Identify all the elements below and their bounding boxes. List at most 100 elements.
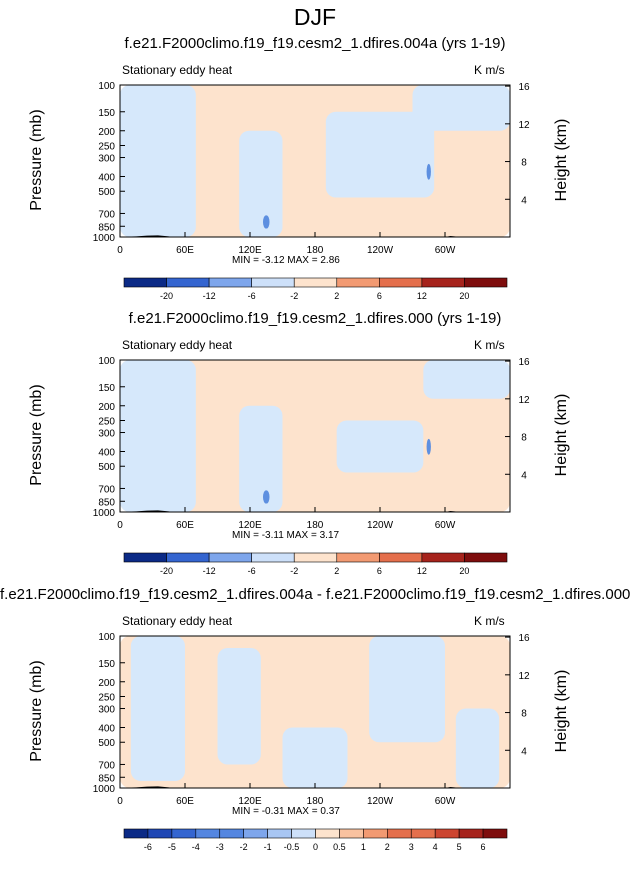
colorbar-box xyxy=(411,829,435,838)
figure-page: DJF f.e21.F2000climo.f19_f19.cesm2_1.dfi… xyxy=(0,0,630,851)
y-tick-label: 700 xyxy=(98,760,115,771)
contour-region-strong_negative xyxy=(263,490,270,503)
colorbar-box xyxy=(124,278,167,287)
y-tick-label: 250 xyxy=(98,416,115,427)
colorbar-label: -12 xyxy=(203,291,216,301)
x-tick-label: 120W xyxy=(367,520,394,531)
x-tick-label: 120W xyxy=(367,796,394,807)
colorbar-label: 20 xyxy=(459,566,469,576)
y2-tick-label: 8 xyxy=(521,709,527,720)
colorbar-box xyxy=(148,829,172,838)
y-tick-label: 400 xyxy=(98,724,115,735)
y2-tick-label: 8 xyxy=(521,433,527,444)
colorbar-box xyxy=(459,829,483,838)
x-tick-label: 60E xyxy=(176,245,194,256)
y-tick-label: 200 xyxy=(98,127,115,138)
colorbar-box xyxy=(124,553,167,562)
y2-tick-label: 16 xyxy=(518,82,530,93)
y-tick-label: 850 xyxy=(98,773,115,784)
y2-tick-label: 12 xyxy=(518,395,530,406)
y2-tick-label: 4 xyxy=(521,195,527,206)
figure-title: DJF xyxy=(0,4,630,31)
contour-region-negative xyxy=(239,131,282,237)
colorbar-box xyxy=(379,553,422,562)
contour-region-negative xyxy=(131,636,185,781)
colorbar-box xyxy=(337,278,380,287)
y-tick-label: 300 xyxy=(98,429,115,440)
y2-tick-label: 12 xyxy=(518,671,530,682)
contour-region-negative xyxy=(423,360,510,399)
x-tick-label: 120E xyxy=(238,796,262,807)
contour-region-negative xyxy=(456,709,499,788)
y-tick-label: 400 xyxy=(98,173,115,184)
y-tick-label: 150 xyxy=(98,108,115,119)
x-tick-label: 0 xyxy=(117,796,123,807)
x-tick-label: 180 xyxy=(307,796,324,807)
y-tick-label: 100 xyxy=(98,81,115,92)
colorbar-box xyxy=(316,829,340,838)
colorbar-box xyxy=(252,553,295,562)
colorbar-box xyxy=(292,829,316,838)
y-tick-label: 150 xyxy=(98,383,115,394)
y-tick-label: 150 xyxy=(98,659,115,670)
colorbar-box xyxy=(209,278,252,287)
y-tick-label: 200 xyxy=(98,678,115,689)
colorbar-label: 6 xyxy=(377,566,382,576)
contour-region-strong_negative xyxy=(427,164,431,180)
colorbar-box xyxy=(294,553,337,562)
colorbar-box xyxy=(464,278,507,287)
colorbar-label: 2 xyxy=(334,291,339,301)
contour-region-negative xyxy=(337,420,424,472)
y-tick-label: 250 xyxy=(98,141,115,152)
y-tick-label: 850 xyxy=(98,222,115,233)
colorbar-label: -6 xyxy=(248,566,256,576)
colorbar-box xyxy=(252,278,295,287)
colorbar-box xyxy=(268,829,292,838)
y2-tick-label: 8 xyxy=(521,158,527,169)
colorbar-label: -20 xyxy=(160,566,173,576)
colorbar-box xyxy=(167,278,210,287)
y2-tick-label: 16 xyxy=(518,633,530,644)
colorbar-box xyxy=(209,553,252,562)
colorbar-box xyxy=(422,278,465,287)
y2-tick-label: 12 xyxy=(518,120,530,131)
y2-tick-label: 4 xyxy=(521,746,527,757)
contour-region-negative xyxy=(369,636,445,742)
contour-region-negative xyxy=(413,85,511,131)
colorbar-box xyxy=(379,278,422,287)
contour-region-negative xyxy=(120,85,196,237)
chart-panel-3: f.e21.F2000climo.f19_f19.cesm2_1.dfires.… xyxy=(0,584,630,869)
colorbar-label: 6 xyxy=(377,291,382,301)
y-tick-label: 100 xyxy=(98,632,115,643)
y-tick-label: 1000 xyxy=(93,508,116,519)
y-tick-label: 250 xyxy=(98,692,115,703)
colorbar-box xyxy=(339,829,363,838)
y-tick-label: 100 xyxy=(98,356,115,367)
y-tick-label: 300 xyxy=(98,705,115,716)
colorbar-label: -2 xyxy=(290,291,298,301)
chart-panel-1: f.e21.F2000climo.f19_f19.cesm2_1.dfires.… xyxy=(0,33,630,318)
y-tick-label: 500 xyxy=(98,187,115,198)
y-tick-label: 1000 xyxy=(93,233,116,244)
colorbar-box xyxy=(483,829,507,838)
x-tick-label: 120E xyxy=(238,520,262,531)
colorbar-label: -6 xyxy=(248,291,256,301)
colorbar-label: -2 xyxy=(290,566,298,576)
colorbar-box xyxy=(124,829,148,838)
colorbar-box xyxy=(422,553,465,562)
colorbar-label: -12 xyxy=(203,566,216,576)
colorbar-box xyxy=(244,829,268,838)
x-tick-label: 180 xyxy=(307,245,324,256)
contour-region-negative xyxy=(218,648,261,764)
x-tick-label: 60E xyxy=(176,520,194,531)
colorbar-label: 20 xyxy=(459,291,469,301)
y2-tick-label: 16 xyxy=(518,357,530,368)
y-tick-label: 850 xyxy=(98,497,115,508)
contour-region-strong_negative xyxy=(427,439,431,455)
x-tick-label: 60W xyxy=(435,520,456,531)
y-tick-label: 300 xyxy=(98,154,115,165)
colorbar-box xyxy=(167,553,210,562)
